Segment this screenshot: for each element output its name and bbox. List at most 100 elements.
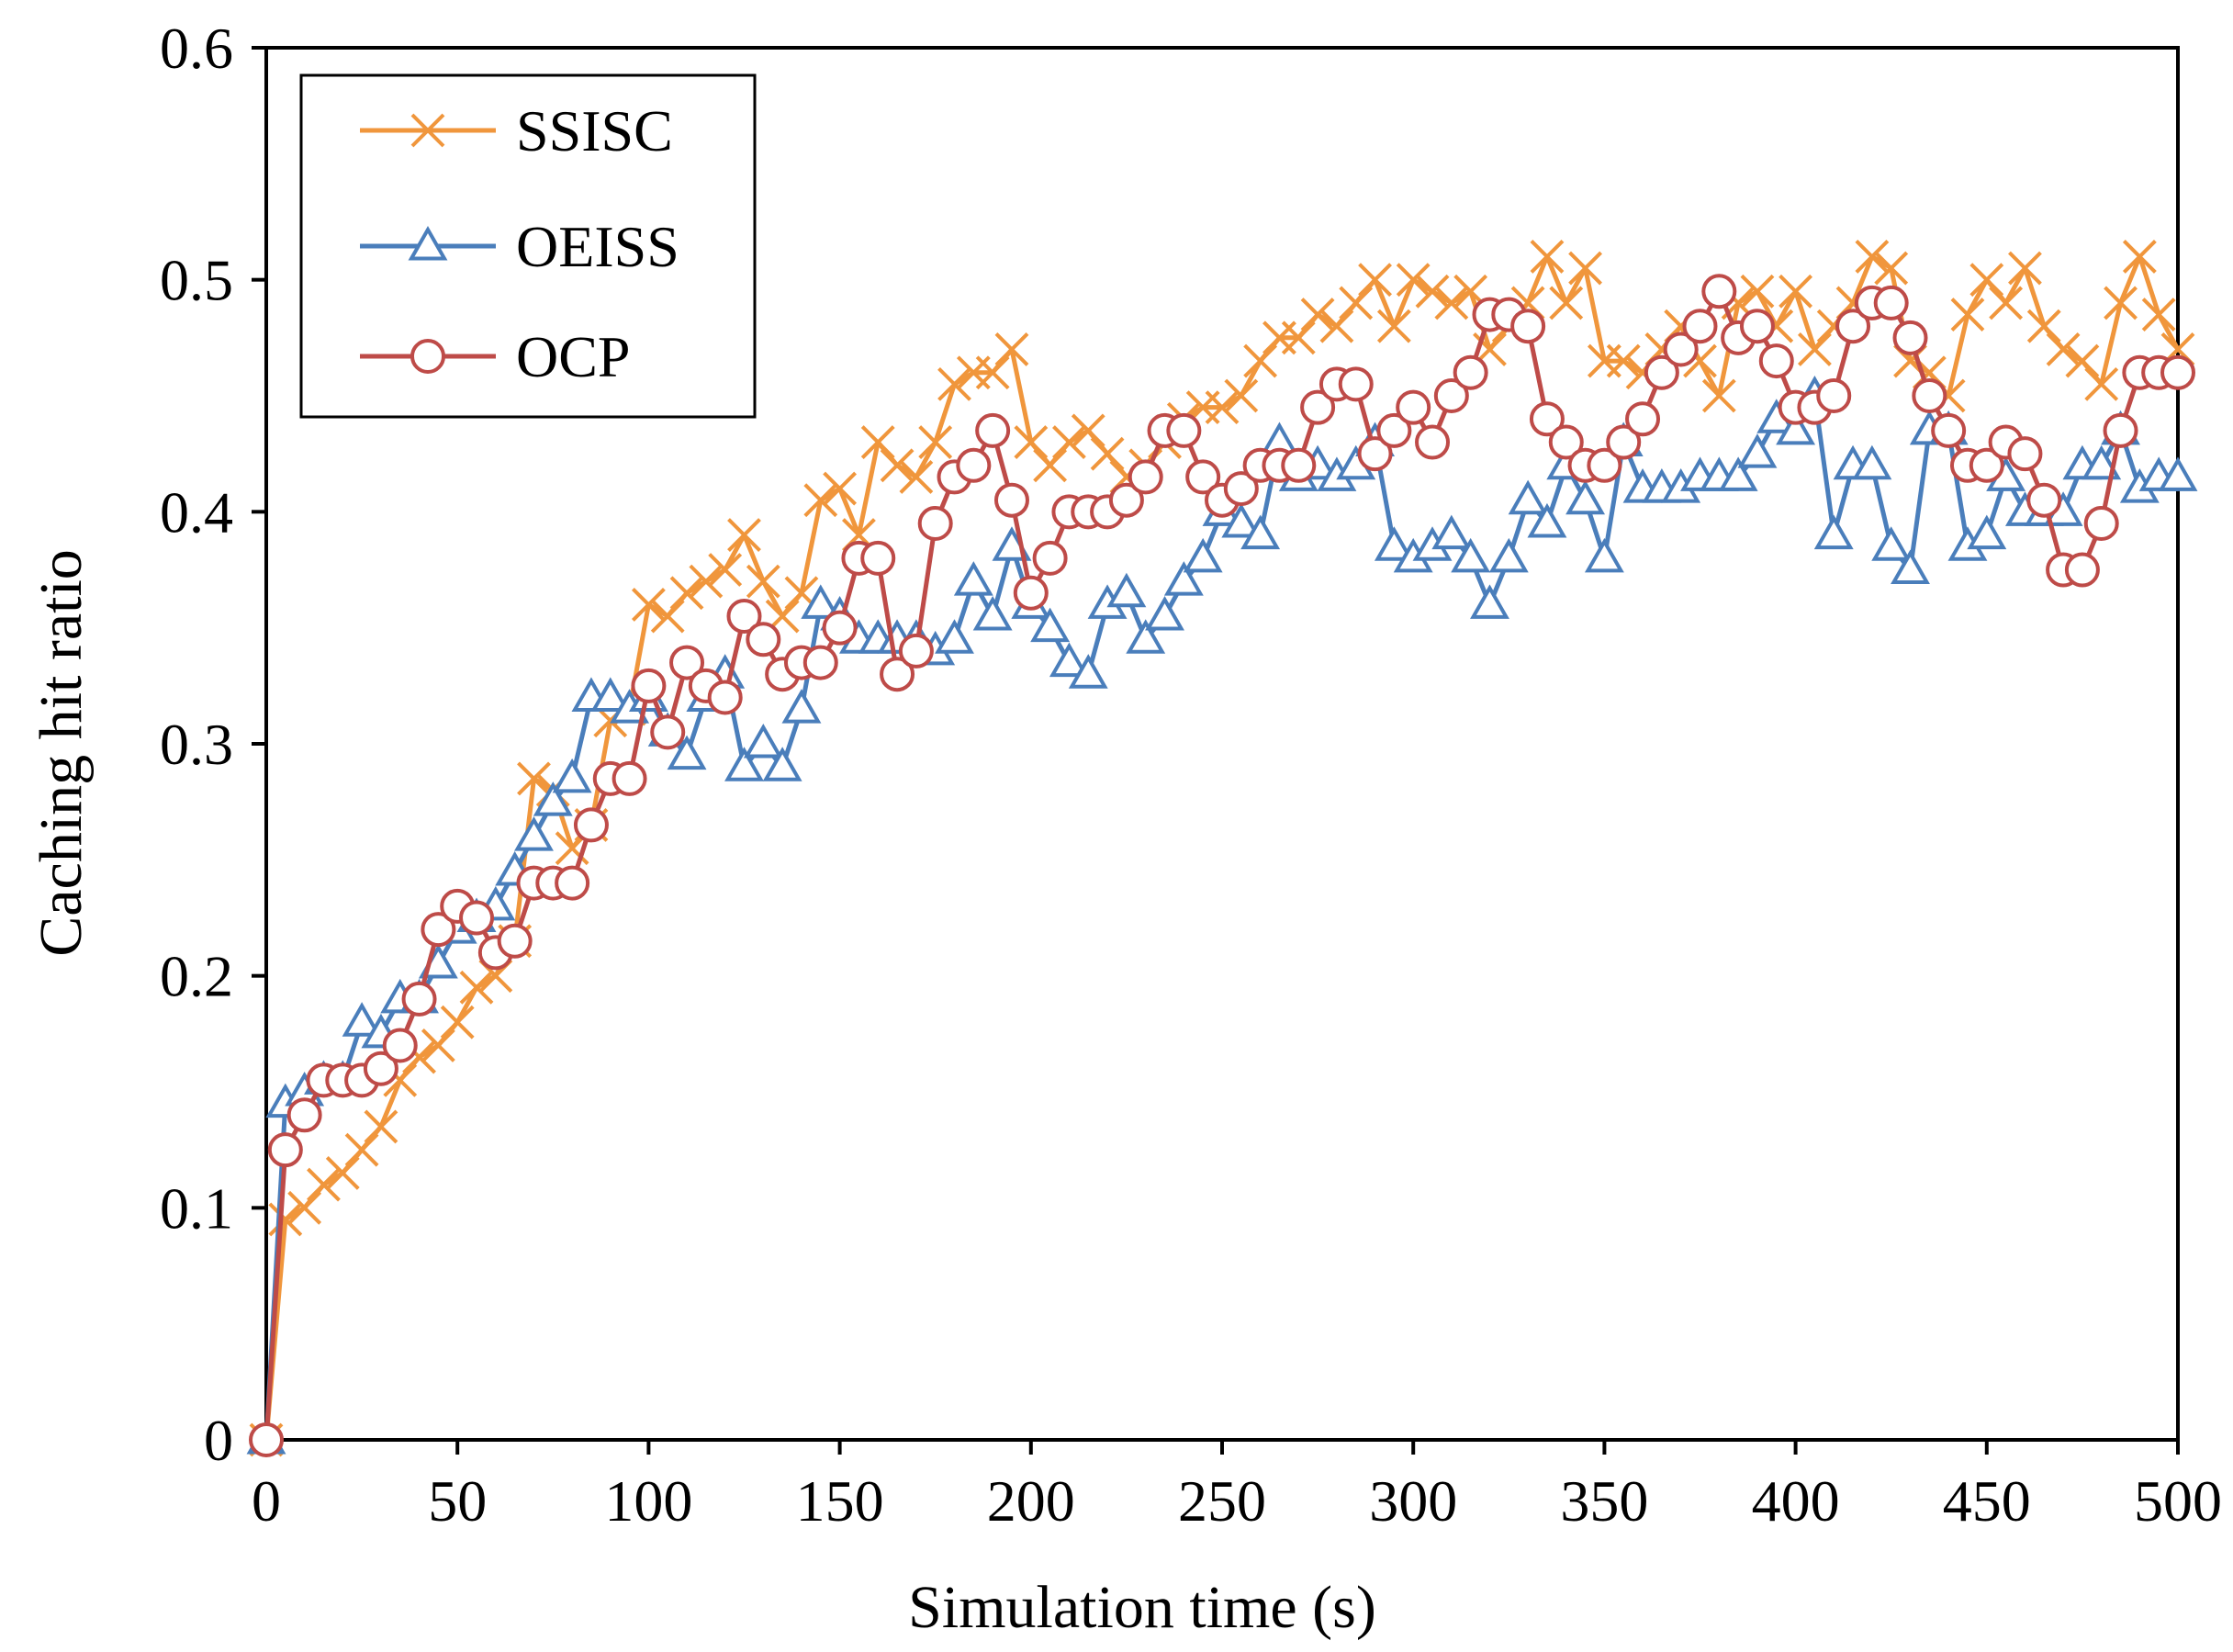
data-point-ocp <box>1415 424 1451 460</box>
marker-stroke <box>440 1005 475 1040</box>
data-point-oeiss <box>1891 549 1930 584</box>
legend-label-ssisc: SSISC <box>516 98 673 163</box>
data-point-ocp <box>1606 424 1642 460</box>
data-point-ocp <box>1223 471 1259 507</box>
data-point-ssisc <box>1071 413 1105 448</box>
marker-stroke <box>975 355 1010 390</box>
marker-stroke <box>860 425 895 459</box>
x-tick-label: 500 <box>2134 1468 2222 1534</box>
legend-marker-ocp <box>410 339 445 374</box>
data-point-ssisc <box>823 471 858 506</box>
marker-stroke <box>1779 274 1813 309</box>
data-point-ocp <box>1548 424 1584 460</box>
data-point-ssisc <box>1339 286 1374 320</box>
marker-stroke <box>1969 263 2004 298</box>
marker-stroke <box>1376 309 1411 343</box>
data-point-ocp <box>1300 389 1336 425</box>
data-point-oeiss <box>552 758 592 793</box>
data-point-oeiss <box>743 723 783 759</box>
data-point-oeiss <box>1776 410 1816 445</box>
marker-stroke <box>1014 425 1049 459</box>
data-point-oeiss <box>935 619 974 654</box>
data-point-ssisc <box>2046 332 2081 366</box>
marker-stroke <box>2122 239 2157 274</box>
data-point-ssisc <box>307 1167 341 1202</box>
data-point-ocp <box>917 505 953 541</box>
legend: SSISC OEISS OCP <box>299 73 757 419</box>
marker-stroke <box>402 1040 436 1074</box>
data-point-ocp <box>2103 412 2138 448</box>
data-point-ssisc <box>1950 298 1985 332</box>
data-point-ssisc <box>1243 343 1278 378</box>
data-point-oeiss <box>1718 456 1758 491</box>
data-point-oeiss <box>1488 537 1529 573</box>
marker-stroke <box>2141 298 2176 332</box>
marker-stroke <box>1224 378 1259 413</box>
data-point-ocp <box>1587 447 1622 483</box>
data-point-ssisc <box>1090 436 1125 471</box>
marker-stroke <box>383 1062 418 1097</box>
data-point-ssisc <box>1740 274 1775 309</box>
data-point-oeiss <box>1106 572 1147 608</box>
data-point-ssisc <box>2026 309 2061 343</box>
data-point-ssisc <box>880 448 915 483</box>
marker-stroke <box>1434 286 1469 320</box>
data-point-ocp <box>249 1422 284 1457</box>
legend-label-ocp: OCP <box>516 324 631 389</box>
marker-stroke <box>1950 298 1985 332</box>
data-point-oeiss <box>1068 654 1108 689</box>
marker-stroke <box>1530 239 1565 274</box>
data-point-ocp <box>1453 354 1488 390</box>
data-point-ssisc <box>2008 251 2042 286</box>
data-point-oeiss <box>1565 479 1606 515</box>
data-point-oeiss <box>1451 537 1491 573</box>
y-tick-label: 0.1 <box>160 1175 233 1241</box>
marker-stroke <box>1052 425 1086 459</box>
data-point-ssisc <box>1549 286 1584 320</box>
data-point-ocp <box>1357 436 1393 472</box>
marker-stroke <box>459 970 494 1005</box>
data-point-ssisc <box>1358 263 1392 298</box>
x-tick-label: 200 <box>987 1468 1075 1534</box>
data-point-ssisc <box>1415 274 1450 309</box>
data-point-ocp <box>880 657 915 692</box>
data-point-ssisc <box>1969 263 2004 298</box>
marker-stroke <box>344 1132 379 1167</box>
data-point-ssisc <box>1300 298 1335 332</box>
x-axis-title: Simulation time (s) <box>908 1574 1376 1641</box>
marker-stroke <box>1568 251 1602 286</box>
data-point-ocp <box>382 1028 418 1063</box>
data-point-ssisc <box>631 587 666 622</box>
data-point-ocp <box>650 714 686 750</box>
data-point-ocp <box>1663 332 1699 367</box>
data-point-oeiss <box>1527 502 1567 538</box>
marker-stroke <box>287 1190 322 1225</box>
data-point-oeiss <box>2082 444 2122 480</box>
data-point-ssisc <box>1319 309 1354 343</box>
series-ssisc <box>249 239 2195 1457</box>
data-point-oeiss <box>972 596 1013 631</box>
marker-stroke <box>994 332 1029 366</box>
marker-stroke <box>1549 286 1584 320</box>
plot-series <box>246 239 2198 1457</box>
data-point-ocp <box>993 482 1029 518</box>
marker-stroke <box>517 761 551 796</box>
data-point-ocp <box>1625 401 1661 437</box>
legend-marker-ssisc <box>410 113 445 148</box>
data-point-oeiss <box>1871 526 1912 561</box>
data-point-oeiss <box>724 747 764 781</box>
x-tick-label: 450 <box>1943 1468 2031 1534</box>
data-point-ssisc <box>1434 286 1469 320</box>
data-point-oeiss <box>1049 642 1089 678</box>
data-point-ssisc <box>1855 239 1890 274</box>
y-tick-label: 0.4 <box>160 479 233 545</box>
data-point-ssisc <box>650 599 685 634</box>
axes: 0 50 100 150 200 250 300 350 400 450 500 0 0.1 0.2 0.3… <box>160 16 2222 1534</box>
data-point-ocp <box>1510 309 1546 344</box>
data-point-ocp <box>1758 343 1794 379</box>
x-tick-label: 300 <box>1369 1468 1457 1534</box>
data-point-oeiss <box>1584 537 1624 573</box>
data-point-ocp <box>669 645 705 680</box>
data-point-ssisc <box>899 460 934 494</box>
